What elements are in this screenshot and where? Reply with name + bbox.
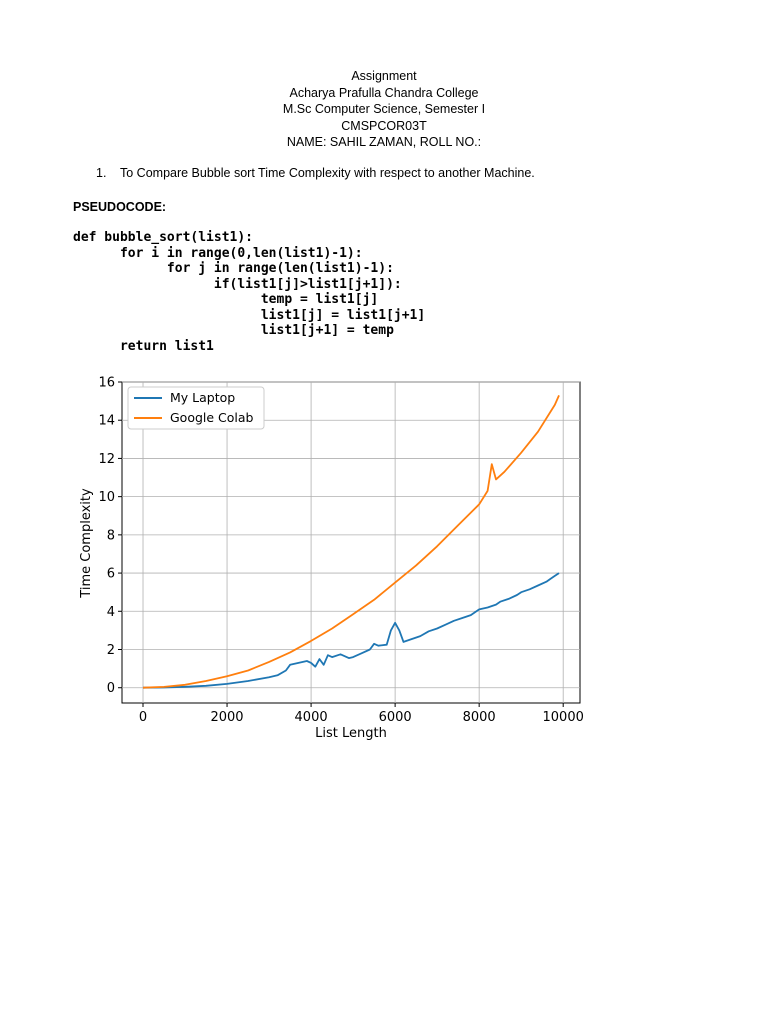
document-header: Assignment Acharya Prafulla Chandra Coll… bbox=[0, 68, 768, 151]
task-item: 1. To Compare Bubble sort Time Complexity… bbox=[96, 166, 535, 180]
y-tick-label: 2 bbox=[107, 643, 115, 658]
x-tick-label: 4000 bbox=[295, 710, 328, 725]
y-tick-label: 0 bbox=[107, 681, 115, 696]
header-course: M.Sc Computer Science, Semester I bbox=[282, 102, 486, 116]
legend: My Laptop Google Colab bbox=[127, 386, 265, 430]
series-lines bbox=[142, 395, 560, 689]
code-line: return list1 bbox=[73, 338, 214, 354]
x-axis-label: List Length bbox=[315, 726, 387, 741]
legend-label-google-colab: Google Colab bbox=[170, 410, 254, 425]
header-assignment: Assignment bbox=[351, 69, 417, 83]
series-line-google-colab bbox=[142, 395, 560, 689]
x-tick-label: 8000 bbox=[463, 710, 496, 725]
code-line: list1[j+1] = temp bbox=[73, 323, 394, 338]
task-number: 1. bbox=[96, 166, 107, 180]
x-tick-label: 0 bbox=[139, 710, 147, 725]
code-line: temp = list1[j] bbox=[73, 292, 379, 307]
time-complexity-chart: 0 2000 4000 6000 8000 10000 0 2 4 6 8 10 12 14 16 List… bbox=[79, 376, 584, 742]
y-tick-label: 14 bbox=[98, 414, 115, 429]
x-tick-label: 6000 bbox=[379, 710, 412, 725]
grid-lines bbox=[122, 381, 580, 703]
axis-ticks: 0 2000 4000 6000 8000 10000 0 2 4 6 8 10 12 14 16 bbox=[98, 376, 583, 726]
task-text: To Compare Bubble sort Time Complexity w… bbox=[120, 166, 535, 180]
code-line: for i in range(0,len(list1)-1): bbox=[73, 245, 363, 261]
header-paper-code: CMSPCOR03T bbox=[341, 118, 427, 133]
header-college: Acharya Prafulla Chandra College bbox=[289, 85, 479, 100]
legend-label-my-laptop: My Laptop bbox=[170, 390, 235, 405]
y-axis-label: Time Complexity bbox=[79, 488, 94, 599]
y-tick-label: 12 bbox=[98, 452, 115, 467]
y-tick-label: 8 bbox=[107, 528, 115, 543]
code-line: def bubble_sort(list1): bbox=[73, 230, 254, 245]
y-tick-label: 10 bbox=[98, 490, 115, 505]
x-tick-label: 10000 bbox=[543, 710, 584, 725]
y-tick-label: 16 bbox=[98, 376, 115, 391]
code-line: for j in range(len(list1)-1): bbox=[73, 261, 394, 276]
y-tick-label: 4 bbox=[107, 605, 115, 620]
plot-area bbox=[121, 381, 581, 704]
pseudocode-label: PSEUDOCODE: bbox=[73, 200, 167, 214]
x-tick-label: 2000 bbox=[210, 710, 243, 725]
code-line: list1[j] = list1[j+1] bbox=[73, 307, 426, 323]
series-line-my-laptop bbox=[142, 572, 560, 689]
y-tick-label: 6 bbox=[107, 567, 115, 582]
code-line: if(list1[j]>list1[j+1]): bbox=[73, 276, 402, 292]
header-student-name: NAME: SAHIL ZAMAN, ROLL NO.: bbox=[286, 135, 482, 149]
code-block: def bubble_sort(list1): for i in range(0… bbox=[73, 230, 425, 354]
